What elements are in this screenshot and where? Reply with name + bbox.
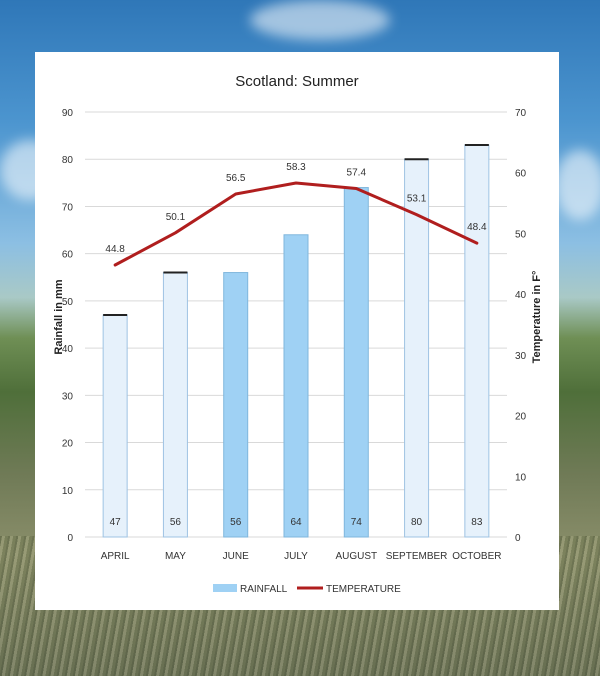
right-tick-label: 10 xyxy=(515,472,527,483)
temperature-value-label: 48.4 xyxy=(467,222,487,233)
x-tick-label: SEPTEMBER xyxy=(386,551,448,562)
temperature-series-line xyxy=(113,181,479,267)
x-tick-label: JUNE xyxy=(223,551,249,562)
chart-title: Scotland: Summer xyxy=(235,73,358,90)
rainfall-value-label: 64 xyxy=(290,517,302,528)
legend-swatch-rainfall xyxy=(213,584,237,592)
right-tick-label: 20 xyxy=(515,412,527,423)
chart-panel: Scotland: Summer 47 56 56 64 74 80 83 44.8 50.1 5… xyxy=(35,52,559,610)
rainfall-value-label: 80 xyxy=(411,517,423,528)
right-tick-label: 40 xyxy=(515,290,527,301)
x-tick-label: AUGUST xyxy=(335,551,377,562)
legend-label-rainfall: RAINFALL xyxy=(240,584,288,595)
temperature-value-label: 56.5 xyxy=(226,173,246,184)
right-tick-label: 50 xyxy=(515,229,527,240)
rainfall-bar xyxy=(464,144,490,538)
right-tick-label: 30 xyxy=(515,351,527,362)
x-tick-label: OCTOBER xyxy=(452,551,501,562)
temperature-value-label: 44.8 xyxy=(105,244,125,255)
left-tick-label: 90 xyxy=(62,108,74,119)
left-tick-label: 60 xyxy=(62,250,74,261)
left-tick-label: 30 xyxy=(62,391,74,402)
rainfall-bar xyxy=(223,272,249,538)
right-axis-ticks: 0 10 20 30 40 50 60 70 xyxy=(515,108,527,544)
cloud xyxy=(250,0,390,40)
left-axis-label: Rainfall in mm xyxy=(53,279,65,354)
rainfall-bar xyxy=(102,314,128,538)
cloud xyxy=(555,150,600,220)
rainfall-bars xyxy=(102,144,490,538)
legend: RAINFALL TEMPERATURE xyxy=(213,584,401,595)
legend-label-temperature: TEMPERATURE xyxy=(326,584,401,595)
data-labels: 47 56 56 64 74 80 83 44.8 50.1 56.5 58.3 57.4 53.1 48… xyxy=(105,162,487,528)
rainfall-value-label: 74 xyxy=(351,517,363,528)
rainfall-value-label: 56 xyxy=(170,517,182,528)
left-tick-label: 50 xyxy=(62,297,74,308)
right-tick-label: 0 xyxy=(515,533,521,544)
x-tick-label: MAY xyxy=(165,551,186,562)
left-tick-label: 80 xyxy=(62,155,74,166)
temperature-line xyxy=(113,181,479,267)
temperature-value-label: 58.3 xyxy=(286,162,306,173)
left-tick-label: 0 xyxy=(67,533,73,544)
x-tick-label: APRIL xyxy=(101,551,130,562)
left-tick-label: 10 xyxy=(62,486,74,497)
x-tick-label: JULY xyxy=(284,551,308,562)
chart: Scotland: Summer 47 56 56 64 74 80 83 44.8 50.1 5… xyxy=(53,73,543,595)
rainfall-value-label: 83 xyxy=(471,517,483,528)
rainfall-bar xyxy=(162,272,188,538)
right-axis-label: Temperature in F° xyxy=(531,271,543,364)
x-axis-ticks: APRIL MAY JUNE JULY AUGUST SEPTEMBER OCTOBER xyxy=(101,551,502,562)
temperature-value-label: 53.1 xyxy=(407,194,427,205)
temperature-value-label: 50.1 xyxy=(166,212,186,223)
rainfall-value-label: 56 xyxy=(230,517,242,528)
rainfall-bar xyxy=(343,187,369,538)
temperature-value-label: 57.4 xyxy=(347,168,367,179)
left-tick-label: 70 xyxy=(62,202,74,213)
right-tick-label: 70 xyxy=(515,108,527,119)
left-axis-ticks: 0 10 20 30 40 50 60 70 80 90 xyxy=(62,108,74,544)
right-tick-label: 60 xyxy=(515,169,527,180)
left-tick-label: 20 xyxy=(62,439,74,450)
left-tick-label: 40 xyxy=(62,344,74,355)
rainfall-bar xyxy=(283,234,309,538)
rainfall-value-label: 47 xyxy=(110,517,122,528)
